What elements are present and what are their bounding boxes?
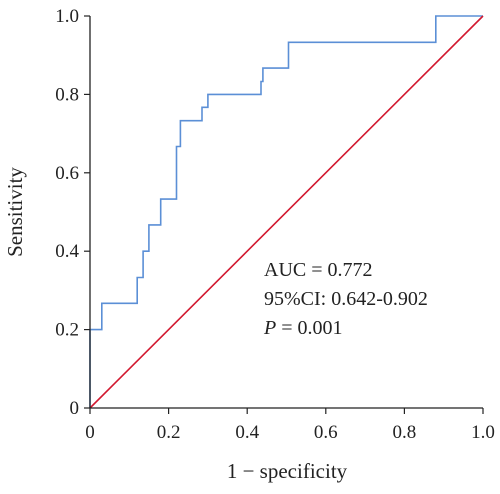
auc-annotation: AUC = 0.772 xyxy=(264,259,373,281)
y-tick-label: 0.6 xyxy=(55,163,79,184)
x-ticks: 0 0.2 0.4 0.6 0.8 1.0 xyxy=(85,408,495,443)
reference-diagonal-line xyxy=(89,15,484,409)
p-value-annotation: P = 0.001 xyxy=(263,317,343,339)
x-tick-label: 0.4 xyxy=(235,422,259,443)
p-value: = 0.001 xyxy=(276,317,342,339)
y-tick-label: 0.2 xyxy=(55,320,79,341)
x-tick-label: 1.0 xyxy=(471,422,495,443)
roc-curve-line xyxy=(89,15,483,408)
x-tick-label: 0 xyxy=(85,422,95,443)
y-tick-label: 0.4 xyxy=(55,241,79,262)
x-axis-title: 1 − specificity xyxy=(227,459,348,483)
x-tick-label: 0.6 xyxy=(314,422,338,443)
p-letter: P xyxy=(263,317,276,339)
x-tick-label: 0.8 xyxy=(393,422,417,443)
ci-annotation: 95%CI: 0.642-0.902 xyxy=(264,288,428,310)
y-axis-title: Sensitivity xyxy=(3,167,27,257)
y-tick-label: 0.8 xyxy=(55,84,79,105)
y-tick-label: 0 xyxy=(70,398,80,419)
plot-area xyxy=(89,15,484,409)
x-tick-label: 0.2 xyxy=(157,422,181,443)
y-ticks: 0 0.2 0.4 0.6 0.8 1.0 xyxy=(55,6,90,419)
y-tick-label: 1.0 xyxy=(55,6,79,27)
